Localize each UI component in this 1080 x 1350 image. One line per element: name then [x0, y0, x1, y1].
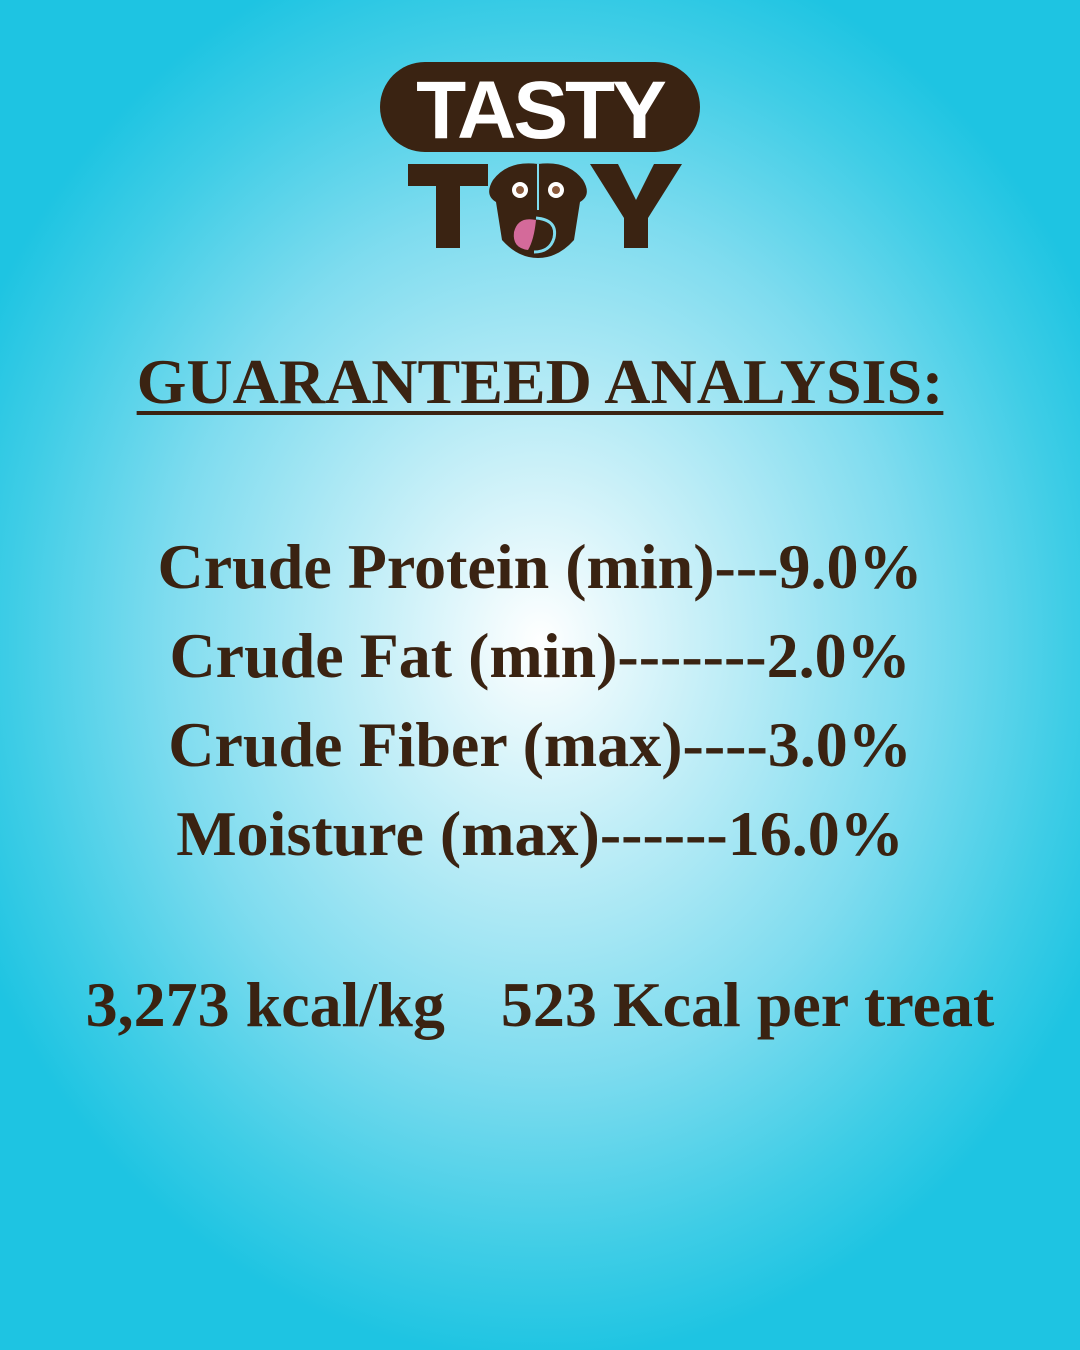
- analysis-row-fiber: Crude Fiber (max)----3.0%: [168, 709, 912, 780]
- kcal-per-kg: 3,273 kcal/kg: [85, 969, 445, 1040]
- analysis-row-moisture: Moisture (max)------16.0%: [176, 798, 904, 869]
- svg-text:TASTY: TASTY: [416, 65, 666, 156]
- heading-text: GUARANTEED ANALYSIS:: [136, 346, 944, 417]
- kcal-per-treat: 523 Kcal per treat: [500, 969, 995, 1040]
- analysis-list: Crude Protein (min)---9.0% Crude Fat (mi…: [0, 522, 1080, 878]
- tasty-toy-logo: TASTY: [380, 62, 700, 258]
- guaranteed-analysis-heading: GUARANTEED ANALYSIS:: [0, 345, 1080, 419]
- analysis-row-fat: Crude Fat (min)-------2.0%: [169, 620, 911, 691]
- analysis-row-protein: Crude Protein (min)---9.0%: [157, 531, 923, 602]
- dog-face-icon: [489, 163, 587, 258]
- calorie-info: 3,273 kcal/kg 523 Kcal per treat: [0, 968, 1080, 1042]
